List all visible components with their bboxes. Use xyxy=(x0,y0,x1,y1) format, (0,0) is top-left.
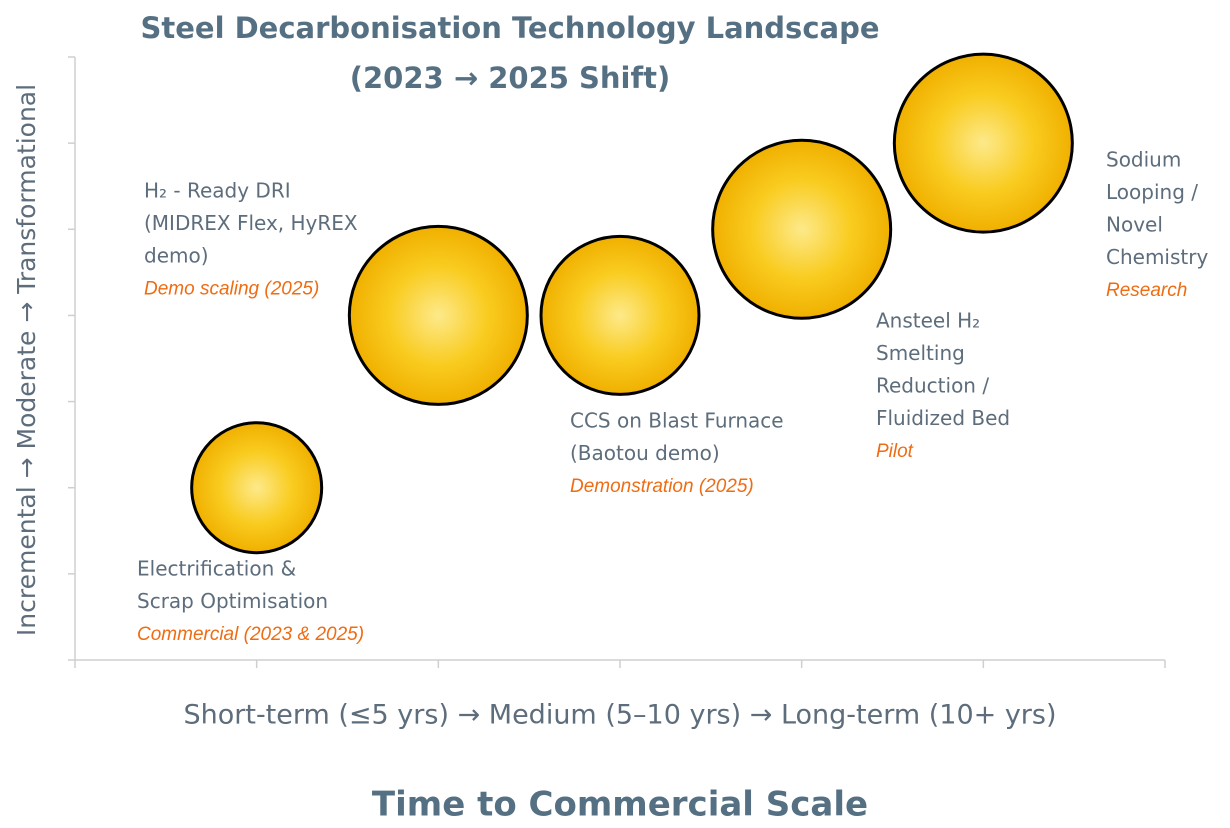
x-axis-title: Time to Commercial Scale xyxy=(372,785,868,825)
bubble-label: Scrap Optimisation xyxy=(137,589,328,613)
bubble xyxy=(190,421,324,555)
bubble xyxy=(347,224,529,406)
bubble-label: Electrification & xyxy=(137,557,296,581)
bubble-label: Novel xyxy=(1106,213,1163,237)
bubble-label: Reduction / xyxy=(876,374,989,398)
bubble-label: Smelting xyxy=(876,341,965,365)
x-axis-label: Short-term (≤5 yrs) → Medium (5–10 yrs) … xyxy=(183,700,1056,731)
chart-title: Steel Decarbonisation Technology Landsca… xyxy=(140,11,879,45)
bubble-label: Sodium xyxy=(1106,148,1181,172)
bubble-label: (Baotou demo) xyxy=(570,441,720,465)
bubble xyxy=(539,234,701,396)
bubble-label: CCS on Blast Furnace xyxy=(570,409,784,433)
bubble-status: Demo scaling (2025) xyxy=(144,279,319,300)
bubble-label: (MIDREX Flex, HyREX xyxy=(144,211,358,235)
bubble xyxy=(892,52,1074,234)
bubble-label: H₂ - Ready DRI xyxy=(144,179,291,203)
bubble-label: Ansteel H₂ xyxy=(876,309,980,333)
bubble xyxy=(711,138,893,320)
bubble-status: Commercial (2023 & 2025) xyxy=(137,624,364,645)
bubble-status: Pilot xyxy=(876,441,914,462)
bubble-label: Chemistry xyxy=(1106,245,1208,269)
bubble-status: Demonstration (2025) xyxy=(570,476,754,497)
bubble-label: Looping / xyxy=(1106,180,1198,204)
bubble-label: Fluidized Bed xyxy=(876,406,1010,430)
bubble-status: Research xyxy=(1106,280,1187,301)
y-axis-label: Incremental → Moderate → Transformationa… xyxy=(12,84,41,636)
chart-title: (2023 → 2025 Shift) xyxy=(350,61,670,95)
bubble-label: demo) xyxy=(144,244,209,268)
